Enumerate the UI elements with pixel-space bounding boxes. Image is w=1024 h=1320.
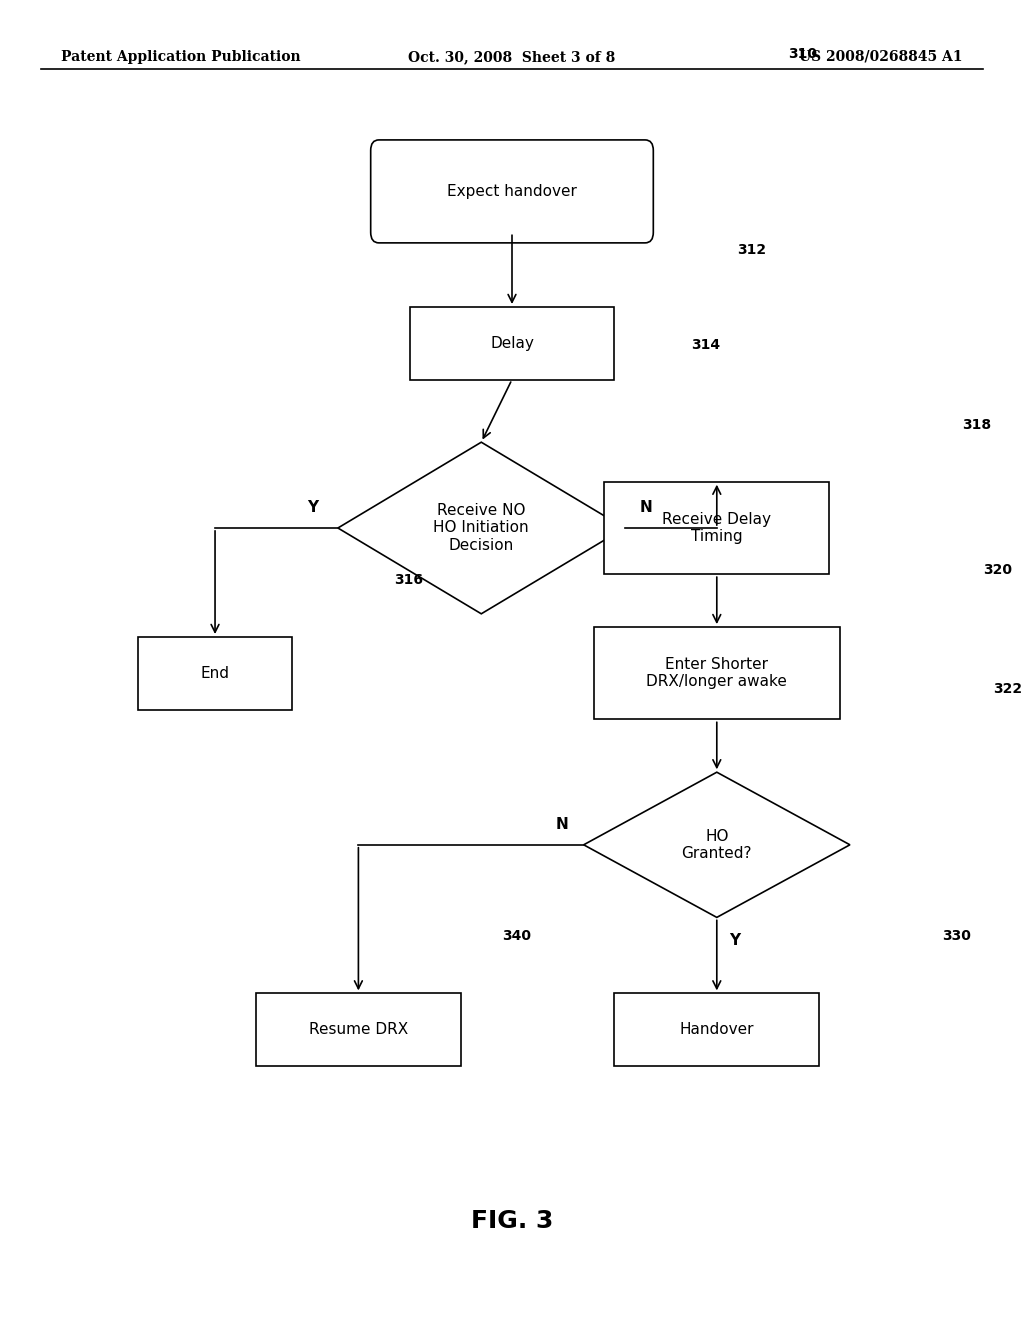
Text: 314: 314 [691, 338, 720, 352]
Bar [614, 993, 819, 1067]
Text: HO
Granted?: HO Granted? [682, 829, 752, 861]
Text: Handover: Handover [680, 1022, 754, 1038]
Polygon shape [584, 772, 850, 917]
Text: Expect handover: Expect handover [447, 183, 577, 199]
Text: Receive Delay
Timing: Receive Delay Timing [663, 512, 771, 544]
Bar [256, 993, 461, 1067]
FancyBboxPatch shape [371, 140, 653, 243]
Text: Resume DRX: Resume DRX [309, 1022, 408, 1038]
Text: N: N [556, 817, 568, 832]
Text: Delay: Delay [490, 335, 534, 351]
Text: 318: 318 [963, 417, 991, 432]
Text: 312: 312 [737, 243, 766, 256]
Text: 340: 340 [502, 929, 530, 942]
Bar [410, 306, 614, 380]
Text: Y: Y [729, 933, 740, 948]
Text: Y: Y [307, 500, 317, 515]
Text: 322: 322 [993, 681, 1022, 696]
Text: End: End [201, 665, 229, 681]
Polygon shape [338, 442, 625, 614]
Text: N: N [640, 500, 652, 515]
Text: FIG. 3: FIG. 3 [471, 1209, 553, 1233]
Bar [138, 636, 292, 710]
Bar [604, 482, 829, 574]
Text: Oct. 30, 2008  Sheet 3 of 8: Oct. 30, 2008 Sheet 3 of 8 [409, 50, 615, 63]
Text: Receive NO
HO Initiation
Decision: Receive NO HO Initiation Decision [433, 503, 529, 553]
Text: US 2008/0268845 A1: US 2008/0268845 A1 [799, 50, 963, 63]
Text: Patent Application Publication: Patent Application Publication [61, 50, 301, 63]
Bar [594, 627, 840, 719]
Text: Enter Shorter
DRX/longer awake: Enter Shorter DRX/longer awake [646, 657, 787, 689]
Text: 320: 320 [983, 562, 1012, 577]
Text: 316: 316 [394, 573, 423, 586]
Text: 330: 330 [942, 929, 971, 942]
Text: 310: 310 [788, 46, 817, 61]
